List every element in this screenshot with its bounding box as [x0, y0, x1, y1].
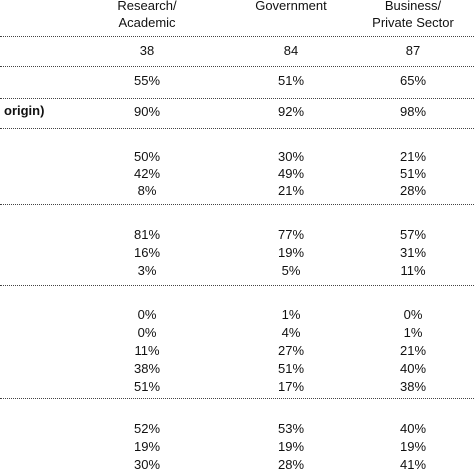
table-cell: 51%	[277, 73, 305, 88]
table-cell: 11%	[134, 343, 160, 358]
table-cell: 31%	[399, 245, 427, 260]
table-cell: 28%	[277, 457, 305, 472]
divider	[0, 36, 474, 37]
table-cell: 17%	[277, 379, 305, 394]
table-cell: 77%	[277, 227, 305, 242]
divider	[0, 66, 474, 67]
table-cell: 52%	[133, 421, 161, 436]
table-cell: 27%	[277, 343, 305, 358]
col-header-business-line1: Business/	[384, 0, 442, 13]
table-cell: 51%	[277, 361, 305, 376]
divider	[0, 398, 474, 399]
col-header-research: Research/ Academic	[97, 0, 197, 31]
table-cell: 19%	[277, 439, 305, 454]
table-cell: 51%	[399, 166, 427, 181]
table-cell: 41%	[399, 457, 427, 472]
table-cell: 50%	[133, 149, 161, 164]
table-cell: 19%	[133, 439, 161, 454]
table-cell: 5%	[281, 263, 301, 278]
table-cell: 3%	[137, 263, 157, 278]
table-cell: 38	[139, 43, 155, 58]
col-header-research-line2: Academic	[118, 15, 176, 30]
table-cell: 98%	[399, 104, 427, 119]
table-cell: 53%	[277, 421, 305, 436]
row-label: origin)	[4, 103, 45, 118]
divider	[0, 98, 474, 99]
table-cell: 87	[405, 43, 421, 58]
table-cell: 84	[283, 43, 299, 58]
divider	[0, 204, 474, 205]
col-header-business-line2: Private Sector	[372, 15, 454, 30]
table-cell: 28%	[399, 183, 427, 198]
col-header-government-line1: Government	[255, 0, 327, 13]
table-cell: 16%	[133, 245, 161, 260]
divider	[0, 285, 474, 286]
col-header-business: Business/ Private Sector	[358, 0, 468, 31]
table-cell: 65%	[399, 73, 427, 88]
table-cell: 4%	[281, 325, 301, 340]
table-cell: 42%	[133, 166, 161, 181]
table-cell: 40%	[399, 421, 427, 436]
table-cell: 0%	[403, 307, 423, 322]
table-cell: 51%	[133, 379, 161, 394]
table-cell: 11%	[400, 263, 426, 278]
table-cell: 21%	[277, 183, 305, 198]
table-cell: 1%	[403, 325, 423, 340]
table-cell: 57%	[399, 227, 427, 242]
table-cell: 38%	[133, 361, 161, 376]
table-cell: 1%	[281, 307, 301, 322]
table-cell: 21%	[399, 149, 427, 164]
table-cell: 81%	[133, 227, 161, 242]
table-cell: 92%	[277, 104, 305, 119]
table-cell: 40%	[399, 361, 427, 376]
table-cell: 30%	[277, 149, 305, 164]
divider	[0, 128, 474, 129]
col-header-government: Government	[241, 0, 341, 14]
table-cell: 30%	[133, 457, 161, 472]
col-header-research-line1: Research/	[117, 0, 177, 13]
table-cell: 19%	[399, 439, 427, 454]
table-cell: 8%	[137, 183, 157, 198]
table-cell: 38%	[399, 379, 427, 394]
table-cell: 19%	[277, 245, 305, 260]
table-cell: 21%	[399, 343, 427, 358]
table-cell: 49%	[277, 166, 305, 181]
table-cell: 55%	[133, 73, 161, 88]
table-cell: 0%	[137, 325, 157, 340]
table-cell: 0%	[137, 307, 157, 322]
table-cell: 90%	[133, 104, 161, 119]
